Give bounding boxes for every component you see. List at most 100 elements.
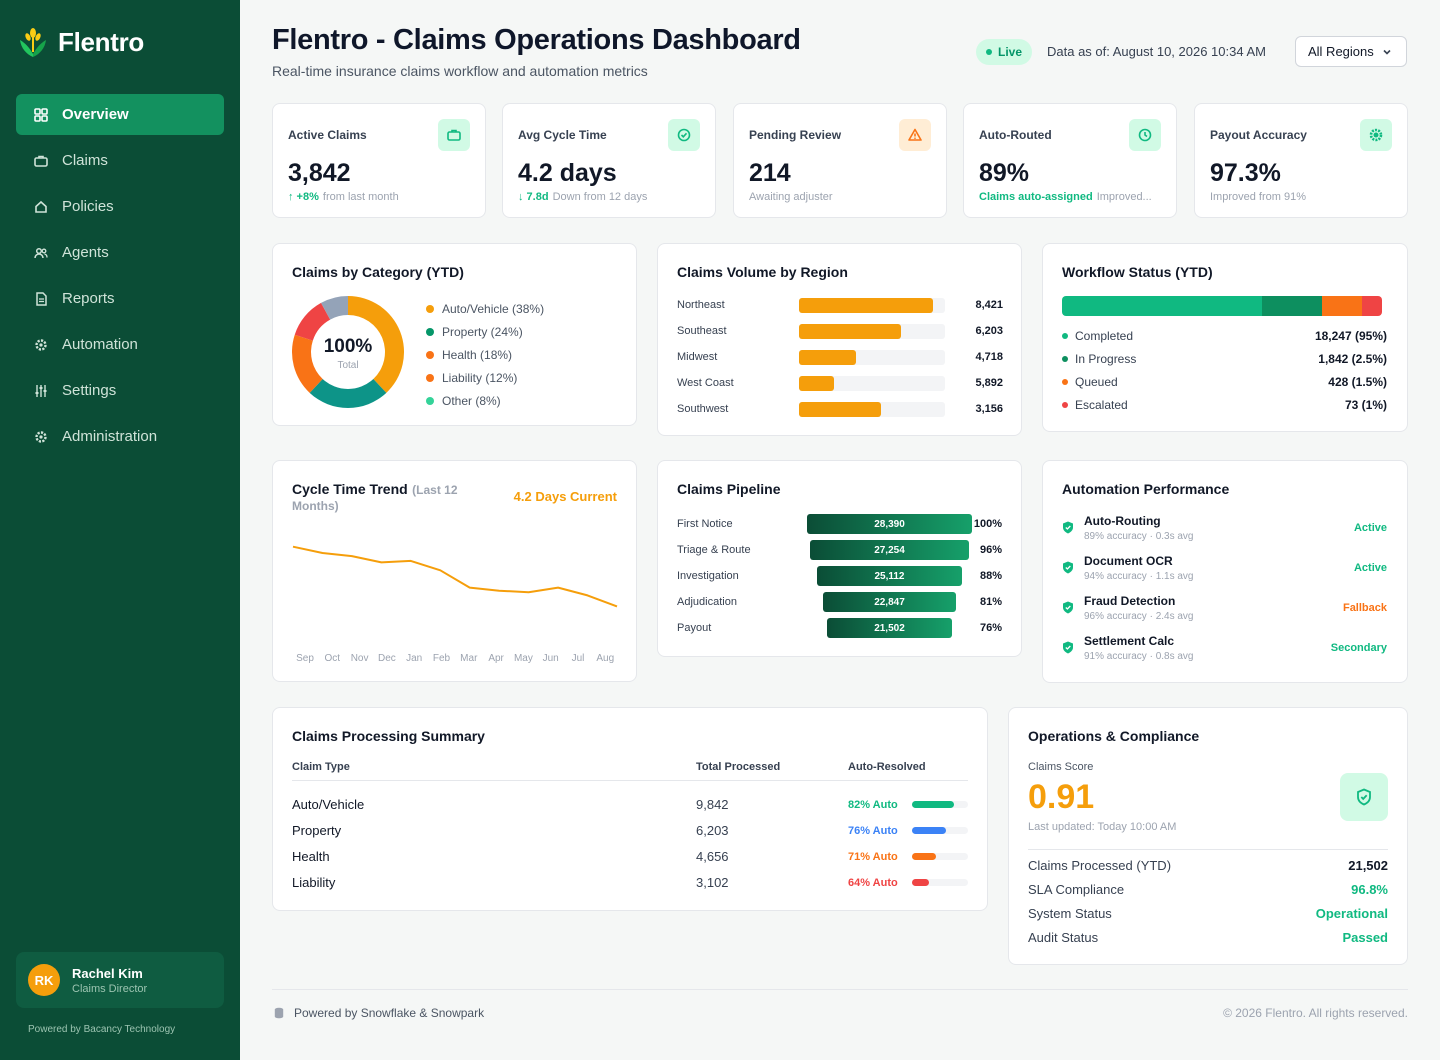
- workflow-stacked-bar: [1062, 296, 1382, 316]
- ops-label: System Status: [1028, 906, 1112, 921]
- live-label: Live: [998, 45, 1023, 59]
- pipeline-row[interactable]: Investigation 25,112 88%: [677, 566, 1002, 586]
- x-tick-label: May: [514, 653, 533, 664]
- pipeline-row[interactable]: Payout 21,502 76%: [677, 618, 1002, 638]
- brand[interactable]: Flentro: [16, 24, 144, 60]
- table-divider: [292, 780, 968, 781]
- automation-row[interactable]: Settlement Calc 91% accuracy · 0.8s avg Se…: [1062, 634, 1387, 668]
- claims-score: 0.91: [1028, 778, 1095, 816]
- workflow-segment[interactable]: [1322, 296, 1362, 316]
- region-label: Midwest: [677, 351, 718, 363]
- cycle-trend-chart: Sep Oct Nov Dec Jan Feb Mar Apr May Jun Jul Aug: [292, 545, 618, 664]
- x-tick-label: Jul: [572, 653, 585, 664]
- check-circle-icon: [668, 119, 700, 151]
- shield-check-icon: [1062, 601, 1074, 619]
- sidebar-item-agents[interactable]: Agents: [16, 232, 224, 273]
- region-value: 5,892: [975, 377, 1003, 389]
- donut-slice[interactable]: [292, 334, 323, 393]
- warning-icon: [899, 119, 931, 151]
- legend-label: Liability (12%): [442, 370, 518, 385]
- sidebar-item-reports[interactable]: Reports: [16, 278, 224, 319]
- region-row[interactable]: West Coast 5,892: [677, 373, 1003, 393]
- pipeline-row[interactable]: First Notice 28,390 100%: [677, 514, 1002, 534]
- ops-row: Claims Processed (YTD) 21,502: [1028, 858, 1388, 878]
- pipeline-card: Claims Pipeline First Notice 28,390 100% Tr…: [657, 460, 1022, 657]
- table-cell-type: Health: [292, 849, 330, 864]
- score-updated: Last updated: Today 10:00 AM: [1028, 821, 1177, 833]
- region-bar: [799, 375, 835, 391]
- donut-slice[interactable]: [309, 378, 387, 408]
- sidebar-item-policies[interactable]: Policies: [16, 186, 224, 227]
- region-row[interactable]: Northeast 8,421: [677, 295, 1003, 315]
- wheat-logo-icon: [20, 28, 46, 57]
- ops-value: 21,502: [1348, 858, 1388, 873]
- workflow-row: Completed 18,247 (95%): [1062, 326, 1387, 346]
- region-label: Northeast: [677, 299, 725, 311]
- column-header: Total Processed: [696, 761, 781, 773]
- legend-dot-icon: [426, 327, 434, 336]
- sidebar-item-label: Overview: [62, 106, 129, 123]
- workflow-segment[interactable]: [1262, 296, 1322, 316]
- region-row[interactable]: Midwest 4,718: [677, 347, 1003, 367]
- automation-status: Active: [1353, 562, 1387, 574]
- x-tick-label: Oct: [325, 653, 341, 664]
- table-cell-total: 6,203: [696, 823, 729, 838]
- donut-slice[interactable]: [321, 296, 348, 320]
- pipeline-bar: 28,390: [807, 514, 972, 534]
- donut-slice[interactable]: [294, 302, 331, 341]
- sidebar-item-automation[interactable]: Automation: [16, 324, 224, 365]
- automation-row[interactable]: Fraud Detection 96% accuracy · 2.4s avg Fa…: [1062, 594, 1387, 628]
- pipeline-stage-label: Investigation: [677, 570, 739, 582]
- kpi-label: Auto-Routed: [979, 128, 1052, 142]
- legend-item: Health (18%): [426, 343, 544, 366]
- auto-progress-fill: [912, 801, 954, 808]
- avatar: RK: [28, 964, 60, 996]
- region-row[interactable]: Southeast 6,203: [677, 321, 1003, 341]
- status-dot-icon: [1062, 333, 1068, 339]
- workflow-segment[interactable]: [1362, 296, 1382, 316]
- sidebar-item-settings[interactable]: Settings: [16, 370, 224, 411]
- sidebar-item-administration[interactable]: Administration: [16, 416, 224, 457]
- automation-row[interactable]: Auto-Routing 89% accuracy · 0.3s avg Activ…: [1062, 514, 1387, 548]
- pipeline-percent: 96%: [979, 544, 1002, 556]
- kpi-sub: Down from 12 days: [552, 191, 648, 203]
- ops-label: SLA Compliance: [1028, 882, 1125, 897]
- legend-item: Other (8%): [426, 389, 544, 412]
- workflow-segment[interactable]: [1062, 296, 1262, 316]
- kpi-sub: Awaiting adjuster: [749, 191, 833, 203]
- table-cell-type: Property: [292, 823, 342, 838]
- kpi-subtext: Claims auto-assigned Improved...: [979, 191, 1152, 203]
- region-select[interactable]: All Regions: [1295, 36, 1407, 67]
- x-tick-label: Feb: [433, 653, 451, 664]
- database-icon: [274, 1007, 284, 1019]
- footer-divider: [272, 989, 1408, 990]
- automation-name: Settlement Calc: [1084, 634, 1175, 648]
- footer-powered-by: Powered by Snowflake & Snowpark: [274, 1006, 484, 1020]
- briefcase-icon: [438, 119, 470, 151]
- region-bar: [799, 323, 902, 339]
- workflow-row: Escalated 73 (1%): [1062, 395, 1387, 415]
- status-dot-icon: [1062, 402, 1068, 408]
- user-profile[interactable]: RK Rachel Kim Claims Director: [16, 952, 224, 1008]
- kpi-card-auto-routed[interactable]: Auto-Routed 89% Claims auto-assigned Impr…: [963, 103, 1177, 218]
- trend-line: [292, 545, 618, 608]
- kpi-card-avg-cycle-time[interactable]: Avg Cycle Time 4.2 days ↓ 7.8d Down from …: [502, 103, 716, 218]
- donut-slice[interactable]: [348, 296, 404, 393]
- pipeline-row[interactable]: Triage & Route 27,254 96%: [677, 540, 1002, 560]
- region-label: Southwest: [677, 403, 729, 415]
- kpi-card-active-claims[interactable]: Active Claims 3,842 ↑ +8% from last month: [272, 103, 486, 218]
- sidebar-item-overview[interactable]: Overview: [16, 94, 224, 135]
- pipeline-stage-label: First Notice: [677, 518, 733, 530]
- x-tick-label: Apr: [488, 653, 504, 664]
- automation-row[interactable]: Document OCR 94% accuracy · 1.1s avg Activ…: [1062, 554, 1387, 588]
- workflow-card: Workflow Status (YTD) Completed 18,247 (9…: [1042, 243, 1408, 432]
- region-row[interactable]: Southwest 3,156: [677, 399, 1003, 419]
- pipeline-stage-label: Payout: [677, 622, 712, 634]
- kpi-card-pending-review[interactable]: Pending Review 214 Awaiting adjuster: [733, 103, 947, 218]
- sidebar-footer: Powered by Bacancy Technology: [28, 1024, 176, 1035]
- kpi-card-payout-accuracy[interactable]: Payout Accuracy 97.3% Improved from 91%: [1194, 103, 1408, 218]
- pipeline-row[interactable]: Adjudication 22,847 81%: [677, 592, 1002, 612]
- table-cell-total: 4,656: [696, 849, 729, 864]
- sidebar-item-claims[interactable]: Claims: [16, 140, 224, 181]
- region-value: 6,203: [975, 325, 1003, 337]
